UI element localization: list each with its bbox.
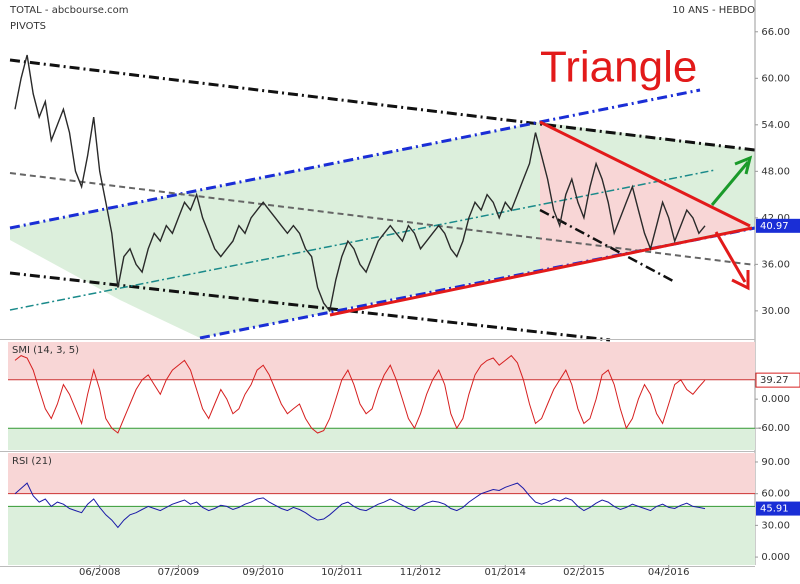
subtitle: PIVOTS bbox=[10, 21, 46, 32]
x-tick-label: 04/2016 bbox=[648, 567, 690, 578]
mid-line bbox=[9, 169, 716, 311]
y-tick-label: 36.00 bbox=[761, 259, 790, 270]
y-tick-label: 0.000 bbox=[761, 394, 790, 405]
x-tick-label: 02/2015 bbox=[563, 567, 605, 578]
oversold-zone bbox=[8, 506, 755, 565]
y-tick-label: 42.00 bbox=[761, 213, 790, 224]
arrow-down bbox=[714, 231, 750, 291]
annotation: Triangle bbox=[540, 43, 697, 92]
last-value-box bbox=[755, 372, 800, 388]
last-value: 45.91 bbox=[760, 504, 789, 515]
y-tick-label: 60.00 bbox=[761, 73, 790, 84]
x-tick-label: 06/2008 bbox=[79, 567, 121, 578]
triangle-line bbox=[539, 120, 751, 228]
channel-line bbox=[9, 88, 701, 230]
channel-line bbox=[199, 226, 756, 340]
triangle-fill bbox=[540, 122, 750, 270]
x-tick-label: 01/2014 bbox=[484, 567, 526, 578]
last-value: 40.97 bbox=[760, 221, 789, 232]
y-tick-label: 0.000 bbox=[761, 552, 790, 563]
arrow-up bbox=[710, 155, 753, 206]
y-tick-label: 48.00 bbox=[761, 166, 790, 177]
x-tick-label: 10/2011 bbox=[321, 567, 363, 578]
panel-title: RSI (21) bbox=[12, 456, 52, 467]
period: 10 ANS - HEBDO bbox=[672, 5, 755, 16]
trend-line bbox=[9, 271, 611, 342]
y-tick-label: 60.00 bbox=[761, 489, 790, 500]
overbought-zone bbox=[8, 453, 755, 494]
main-panel-decor bbox=[9, 58, 756, 342]
x-tick-label: 07/2009 bbox=[158, 567, 200, 578]
last-value-box bbox=[756, 218, 800, 233]
last-value-box bbox=[756, 501, 800, 516]
y-tick-label: -60.00 bbox=[758, 423, 790, 434]
source: TOTAL - abcbourse.com bbox=[9, 5, 128, 16]
trend-line bbox=[539, 208, 676, 284]
y-tick-label: 66.00 bbox=[761, 27, 790, 38]
y-tick-label: 90.00 bbox=[761, 457, 790, 468]
overbought-zone bbox=[8, 342, 755, 380]
mid-line bbox=[9, 172, 756, 266]
trend-line bbox=[9, 58, 756, 152]
price-line bbox=[14, 482, 706, 529]
panel-title: SMI (14, 3, 5) bbox=[12, 345, 79, 356]
price-line bbox=[14, 54, 706, 313]
y-tick-label: 30.00 bbox=[761, 520, 790, 531]
x-tick-label: 09/2010 bbox=[242, 567, 284, 578]
last-value: 39.27 bbox=[760, 375, 789, 386]
price-line bbox=[14, 354, 706, 434]
triangle-line bbox=[329, 226, 753, 317]
y-tick-label: 30.00 bbox=[761, 306, 790, 317]
y-tick-label: 54.00 bbox=[761, 120, 790, 131]
oversold-zone bbox=[8, 428, 755, 450]
x-tick-label: 11/2012 bbox=[400, 567, 442, 578]
